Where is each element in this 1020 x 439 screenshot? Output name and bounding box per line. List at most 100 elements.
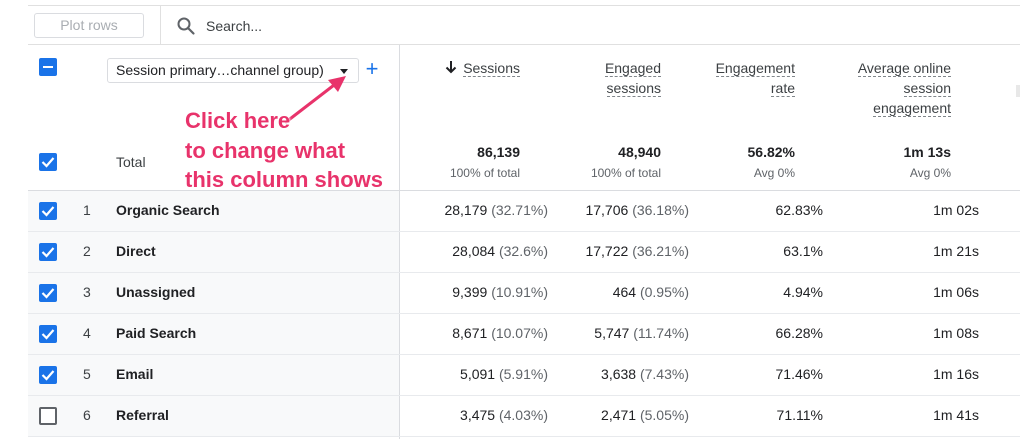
cell-percent: (11.74%) (633, 325, 689, 341)
row-checkbox[interactable] (39, 284, 57, 302)
row-checkbox[interactable] (39, 243, 57, 261)
totals-checkbox[interactable] (39, 153, 57, 171)
cell-sessions: 3,475 (4.03%) (460, 407, 548, 423)
row-checkbox[interactable] (39, 407, 57, 425)
cell-percent: (0.95%) (639, 284, 689, 300)
table-row[interactable]: 1 Organic Search 28,179 (32.71%) 17,706 … (28, 191, 1020, 232)
cell-percent: (7.43%) (639, 366, 689, 382)
cell-rate: 4.94% (783, 284, 823, 300)
table-row[interactable]: 5 Email 5,091 (5.91%) 3,638 (7.43%) 71.4… (28, 355, 1020, 396)
table-row[interactable]: 3 Unassigned 9,399 (10.91%) 464 (0.95%) … (28, 273, 1020, 314)
row-index: 6 (83, 407, 91, 423)
column-header-sessions-label: Sessions (463, 60, 520, 77)
cell-percent: (10.91%) (491, 284, 548, 300)
cell-sessions: 5,091 (5.91%) (460, 366, 548, 382)
row-name: Organic Search (116, 202, 220, 218)
cell-percent: (5.05%) (639, 407, 689, 423)
cell-value: 28,179 (444, 202, 488, 218)
row-index: 1 (83, 202, 91, 218)
plus-icon[interactable]: + (365, 56, 379, 81)
cell-engaged: 5,747 (11.74%) (594, 325, 689, 341)
next-column-hint (1016, 85, 1020, 97)
cell-time: 1m 08s (933, 325, 979, 341)
column-header-line: rate (770, 80, 795, 97)
table-row[interactable]: 4 Paid Search 8,671 (10.07%) 5,747 (11.7… (28, 314, 1020, 355)
cell-value: 2,471 (601, 407, 637, 423)
arrow-down-icon (445, 58, 457, 78)
row-checkbox[interactable] (39, 366, 57, 384)
search-input[interactable] (206, 14, 706, 38)
total-engaged-sub: 100% of total (590, 166, 661, 180)
column-header-line: Engaged (604, 60, 661, 77)
total-sessions: 86,139 (477, 144, 520, 160)
total-rate: 56.82% (747, 144, 795, 160)
annotation-line: to change what (185, 137, 346, 163)
column-header-line: session (903, 80, 951, 97)
cell-rate: 62.83% (775, 202, 823, 218)
cell-percent: (32.6%) (498, 243, 548, 259)
cell-engaged: 464 (0.95%) (613, 284, 689, 300)
row-checkbox[interactable] (39, 325, 57, 343)
row-name: Unassigned (116, 284, 196, 300)
cell-value: 464 (612, 284, 637, 300)
column-header-engagement-rate[interactable]: Engagement rate (715, 58, 795, 98)
cell-time: 1m 21s (933, 243, 979, 259)
toolbar-divider (160, 6, 161, 45)
row-dimension-cell (28, 273, 399, 313)
table-toolbar: Plot rows (28, 5, 1020, 45)
cell-engaged: 17,706 (36.18%) (585, 202, 689, 218)
cell-rate: 63.1% (783, 243, 823, 259)
total-time-sub: Avg 0% (909, 166, 951, 180)
row-dimension-cell (28, 314, 399, 354)
row-name: Referral (116, 407, 169, 423)
row-name: Email (116, 366, 154, 382)
cell-value: 28,084 (452, 243, 496, 259)
cell-percent: (36.18%) (632, 202, 689, 218)
column-header-sessions[interactable]: Sessions (445, 58, 520, 78)
cell-percent: (32.71%) (491, 202, 548, 218)
total-sessions-sub: 100% of total (449, 166, 520, 180)
cell-value: 5,747 (594, 325, 630, 341)
row-index: 5 (83, 366, 91, 382)
cell-percent: (10.07%) (491, 325, 548, 341)
plot-rows-button[interactable]: Plot rows (34, 13, 144, 38)
column-header-engaged-sessions[interactable]: Engaged sessions (604, 58, 661, 98)
row-dimension-cell (28, 355, 399, 395)
annotation-line: Click here (185, 108, 291, 133)
row-index: 4 (83, 325, 91, 341)
column-divider (399, 45, 400, 439)
total-engaged: 48,940 (618, 144, 661, 160)
column-header-line: Engagement (715, 60, 795, 77)
cell-rate: 71.11% (776, 407, 823, 423)
cell-time: 1m 06s (933, 284, 979, 300)
row-checkbox[interactable] (39, 202, 57, 220)
totals-label: Total (116, 154, 146, 170)
cell-sessions: 28,179 (32.71%) (444, 202, 548, 218)
column-header-average-engagement[interactable]: Average online session engagement (857, 58, 951, 118)
cell-sessions: 9,399 (10.91%) (452, 284, 548, 300)
row-index: 3 (83, 284, 91, 300)
column-header-line: sessions (606, 80, 661, 97)
row-name: Direct (116, 243, 156, 259)
cell-percent: (4.03%) (498, 407, 548, 423)
table-header (28, 45, 1020, 191)
table-row[interactable]: 6 Referral 3,475 (4.03%) 2,471 (5.05%) 7… (28, 396, 1020, 437)
cell-rate: 71.46% (775, 366, 823, 382)
cell-sessions: 28,084 (32.6%) (452, 243, 548, 259)
dimension-selector[interactable]: Session primary…channel group) (107, 58, 359, 83)
column-header-line: Average online (857, 60, 951, 77)
cell-rate: 66.28% (775, 325, 823, 341)
cell-engaged: 17,722 (36.21%) (585, 243, 689, 259)
row-dimension-cell (28, 396, 399, 436)
table-row[interactable]: 2 Direct 28,084 (32.6%) 17,722 (36.21%) … (28, 232, 1020, 273)
cell-time: 1m 16s (933, 366, 979, 382)
annotation-line: this column shows (185, 167, 384, 192)
select-all-checkbox[interactable] (39, 58, 57, 76)
annotation-arrow-icon (284, 76, 346, 124)
row-dimension-cell (28, 191, 399, 231)
cell-engaged: 3,638 (7.43%) (601, 366, 689, 382)
row-name: Paid Search (116, 325, 197, 341)
cell-value: 3,475 (460, 407, 496, 423)
total-time: 1m 13s (903, 144, 951, 160)
cell-value: 3,638 (601, 366, 637, 382)
